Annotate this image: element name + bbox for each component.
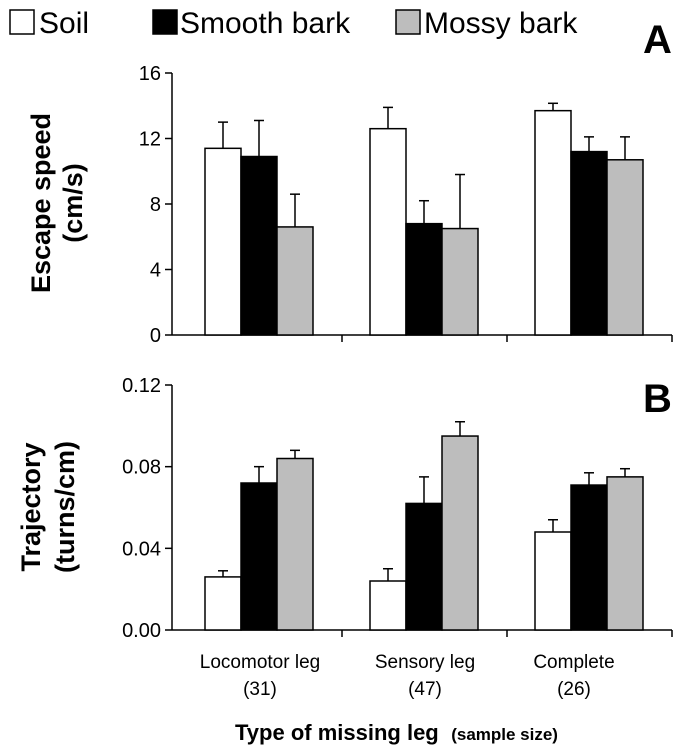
category-n-locomotor: (31)	[243, 679, 277, 700]
panel-b: B Trajectory (turns/cm) 0.00 0.04 0.08 0.12	[16, 375, 673, 642]
bar-a-mossy-bark-sensory	[441, 227, 479, 336]
y-tick-label-a: 8	[150, 194, 161, 216]
bar-b-soil-sensory	[369, 580, 407, 631]
bar-b-smooth-bark-sensory	[405, 502, 443, 631]
bar-b-soil-complete	[534, 531, 572, 631]
y-axis-title-b-line2: (turns/cm)	[50, 441, 80, 573]
y-tick-label-b: 0.08	[122, 457, 161, 479]
legend-label-soil: Soil	[39, 7, 89, 40]
bar-a-mossy-bark-complete	[606, 159, 644, 336]
legend-label-smooth-bark: Smooth bark	[180, 7, 351, 40]
y-tick-label-a: 12	[139, 129, 161, 151]
legend-label-mossy-bark: Mossy bark	[424, 7, 578, 40]
bar-a-mossy-bark-locomotor	[276, 226, 314, 336]
y-axis-title-a-line2: (cm/s)	[58, 163, 88, 243]
y-axis-title-b-line1: Trajectory	[16, 442, 46, 571]
x-axis-title: Type of missing leg (sample size)	[235, 720, 558, 745]
legend-swatch-soil	[9, 9, 35, 35]
bar-a-soil-locomotor	[204, 147, 242, 336]
panel-label-a: A	[643, 18, 672, 62]
bar-a-smooth-bark-locomotor	[240, 155, 278, 336]
panel-a: A Escape speed (cm/s) 0 4 8 12 16	[26, 18, 673, 347]
category-label-locomotor: Locomotor leg	[200, 652, 320, 673]
y-tick-label-b: 0.00	[122, 620, 161, 642]
y-tick-label-a: 4	[150, 260, 161, 282]
bar-b-mossy-bark-sensory	[441, 435, 479, 631]
plot-area-a: 0 4 8 12 16	[139, 63, 673, 347]
y-tick-label-a: 0	[150, 325, 161, 347]
bar-a-smooth-bark-complete	[570, 150, 608, 336]
bar-b-smooth-bark-complete	[570, 484, 608, 631]
y-axis-title-a-line1: Escape speed	[26, 113, 56, 293]
category-n-sensory: (47)	[408, 679, 442, 700]
plot-area-b: 0.00 0.04 0.08 0.12	[122, 375, 673, 642]
category-label-complete: Complete	[533, 652, 614, 673]
category-label-sensory: Sensory leg	[375, 652, 475, 673]
y-tick-label-b: 0.04	[122, 538, 161, 560]
bar-b-mossy-bark-complete	[606, 476, 644, 631]
y-tick-label-a: 16	[139, 63, 161, 85]
panel-label-b: B	[643, 377, 672, 421]
bar-b-mossy-bark-locomotor	[276, 457, 314, 631]
legend: Soil Smooth bark Mossy bark	[9, 7, 578, 40]
x-axis-title-main: Type of missing leg	[235, 720, 439, 745]
bar-b-smooth-bark-locomotor	[240, 482, 278, 631]
y-tick-label-b: 0.12	[122, 375, 161, 397]
category-labels: Locomotor leg (31) Sensory leg (47) Comp…	[200, 652, 615, 700]
legend-swatch-mossy-bark	[395, 9, 421, 35]
bar-a-soil-complete	[534, 109, 572, 336]
category-n-complete: (26)	[557, 679, 591, 700]
x-axis-title-sub: (sample size)	[451, 725, 558, 744]
legend-swatch-smooth-bark	[152, 9, 178, 35]
bar-b-soil-locomotor	[204, 576, 242, 631]
bar-a-soil-sensory	[369, 127, 407, 336]
bar-a-smooth-bark-sensory	[405, 222, 443, 336]
